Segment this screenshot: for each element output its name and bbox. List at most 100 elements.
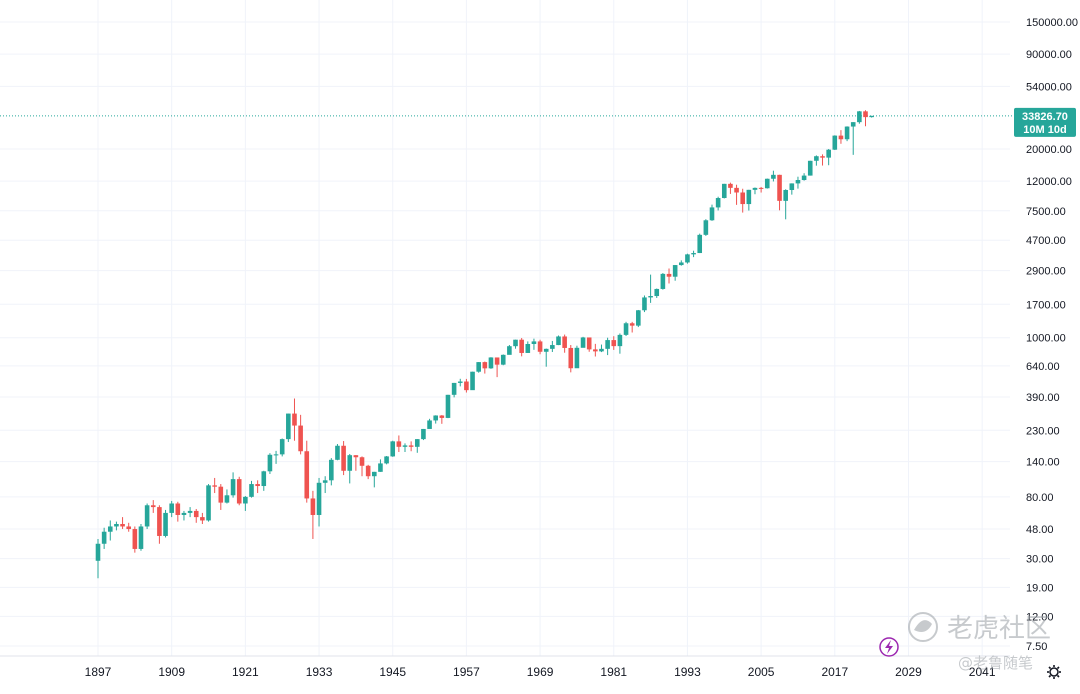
candle xyxy=(660,273,666,290)
candle xyxy=(261,470,267,491)
candle xyxy=(347,453,353,484)
candle xyxy=(273,450,279,464)
y-tick-label: 640.00 xyxy=(1026,361,1060,373)
y-tick-label: 4700.00 xyxy=(1026,235,1066,247)
candle xyxy=(697,233,703,254)
candle xyxy=(795,176,801,189)
candle xyxy=(230,472,236,498)
candle xyxy=(181,510,187,521)
candle-body xyxy=(316,482,322,515)
candle-body xyxy=(433,415,438,421)
candle xyxy=(801,173,807,181)
candle xyxy=(568,344,574,373)
candle-body xyxy=(863,111,868,118)
candle-body xyxy=(212,485,217,487)
candle-body xyxy=(605,340,610,349)
candle-body xyxy=(826,149,831,158)
candle-body xyxy=(801,175,807,181)
x-tick-label: 2029 xyxy=(895,665,922,679)
candle xyxy=(672,265,678,281)
candle-body xyxy=(372,471,377,477)
candle-body xyxy=(396,441,402,447)
candle-body xyxy=(617,334,623,347)
y-tick-label: 1000.00 xyxy=(1026,333,1066,345)
y-tick-label: 150000.00 xyxy=(1026,17,1078,29)
y-tick-label: 54000.00 xyxy=(1026,81,1072,93)
candle-body xyxy=(150,505,156,508)
candle-body xyxy=(322,480,328,483)
candle-body xyxy=(298,425,303,452)
candle-body xyxy=(95,543,101,561)
candle-body xyxy=(654,288,660,297)
candle-body xyxy=(224,495,230,503)
candle-body xyxy=(335,445,340,460)
candle-body xyxy=(857,111,862,123)
price-axis[interactable]: 150000.00 90000.00 54000.00 20000.00 12000.0… xyxy=(1026,17,1078,653)
candle-body xyxy=(261,471,267,487)
candle xyxy=(175,501,181,522)
alert-icon[interactable] xyxy=(879,637,899,657)
candle xyxy=(157,505,162,544)
candle xyxy=(298,414,303,455)
candle xyxy=(814,155,819,166)
candle-body xyxy=(574,347,580,369)
candle-body xyxy=(310,498,316,515)
candle-body xyxy=(832,135,838,150)
candle xyxy=(715,196,721,211)
candle-body xyxy=(758,187,764,189)
candle-body xyxy=(494,357,500,365)
candle xyxy=(531,338,537,350)
candle-body xyxy=(623,323,629,335)
candle xyxy=(200,512,205,524)
candle-body xyxy=(715,198,721,208)
grid xyxy=(0,0,1010,656)
candle xyxy=(863,110,868,127)
candle xyxy=(654,288,660,298)
settings-gear-icon[interactable] xyxy=(1047,665,1061,679)
candle xyxy=(500,354,506,366)
candle-body xyxy=(586,337,592,350)
time-axis[interactable]: 1897 1909 1921 1933 1945 1957 1969 1981 1993 2005… xyxy=(0,655,1010,679)
candle-body xyxy=(255,484,260,487)
candle-body xyxy=(200,517,205,521)
candle-body xyxy=(286,413,291,440)
candle-body xyxy=(279,439,285,455)
y-tick-label: 20000.00 xyxy=(1026,144,1072,156)
x-tick-label: 1909 xyxy=(158,665,185,679)
candle-body xyxy=(267,454,273,472)
y-tick-label: 2900.00 xyxy=(1026,266,1066,278)
candle xyxy=(144,503,150,530)
y-tick-label: 30.00 xyxy=(1026,554,1054,566)
y-tick-label: 140.00 xyxy=(1026,457,1060,469)
y-tick-label: 12000.00 xyxy=(1026,176,1072,188)
candle-body xyxy=(464,381,469,391)
candle-body xyxy=(672,265,678,277)
candle-body xyxy=(384,456,389,464)
candle xyxy=(850,122,856,155)
candle xyxy=(408,441,414,452)
candle xyxy=(304,440,310,503)
candle-body xyxy=(568,347,574,369)
candle-body xyxy=(476,362,481,372)
candle-body xyxy=(838,135,844,140)
candle xyxy=(550,340,555,353)
candle xyxy=(169,500,174,518)
candle xyxy=(783,189,788,220)
candle-body xyxy=(365,465,371,477)
candle xyxy=(746,189,752,211)
candle xyxy=(476,362,481,373)
candle xyxy=(507,344,512,355)
candle-body xyxy=(421,428,426,440)
candle xyxy=(703,219,709,236)
x-tick-label: 1921 xyxy=(232,665,259,679)
candle-body xyxy=(126,526,131,530)
candle xyxy=(101,527,107,549)
candle xyxy=(685,253,690,264)
candle xyxy=(494,357,500,378)
candle-body xyxy=(850,122,856,127)
candle xyxy=(636,309,641,328)
candle xyxy=(728,182,733,194)
candle xyxy=(114,521,119,531)
